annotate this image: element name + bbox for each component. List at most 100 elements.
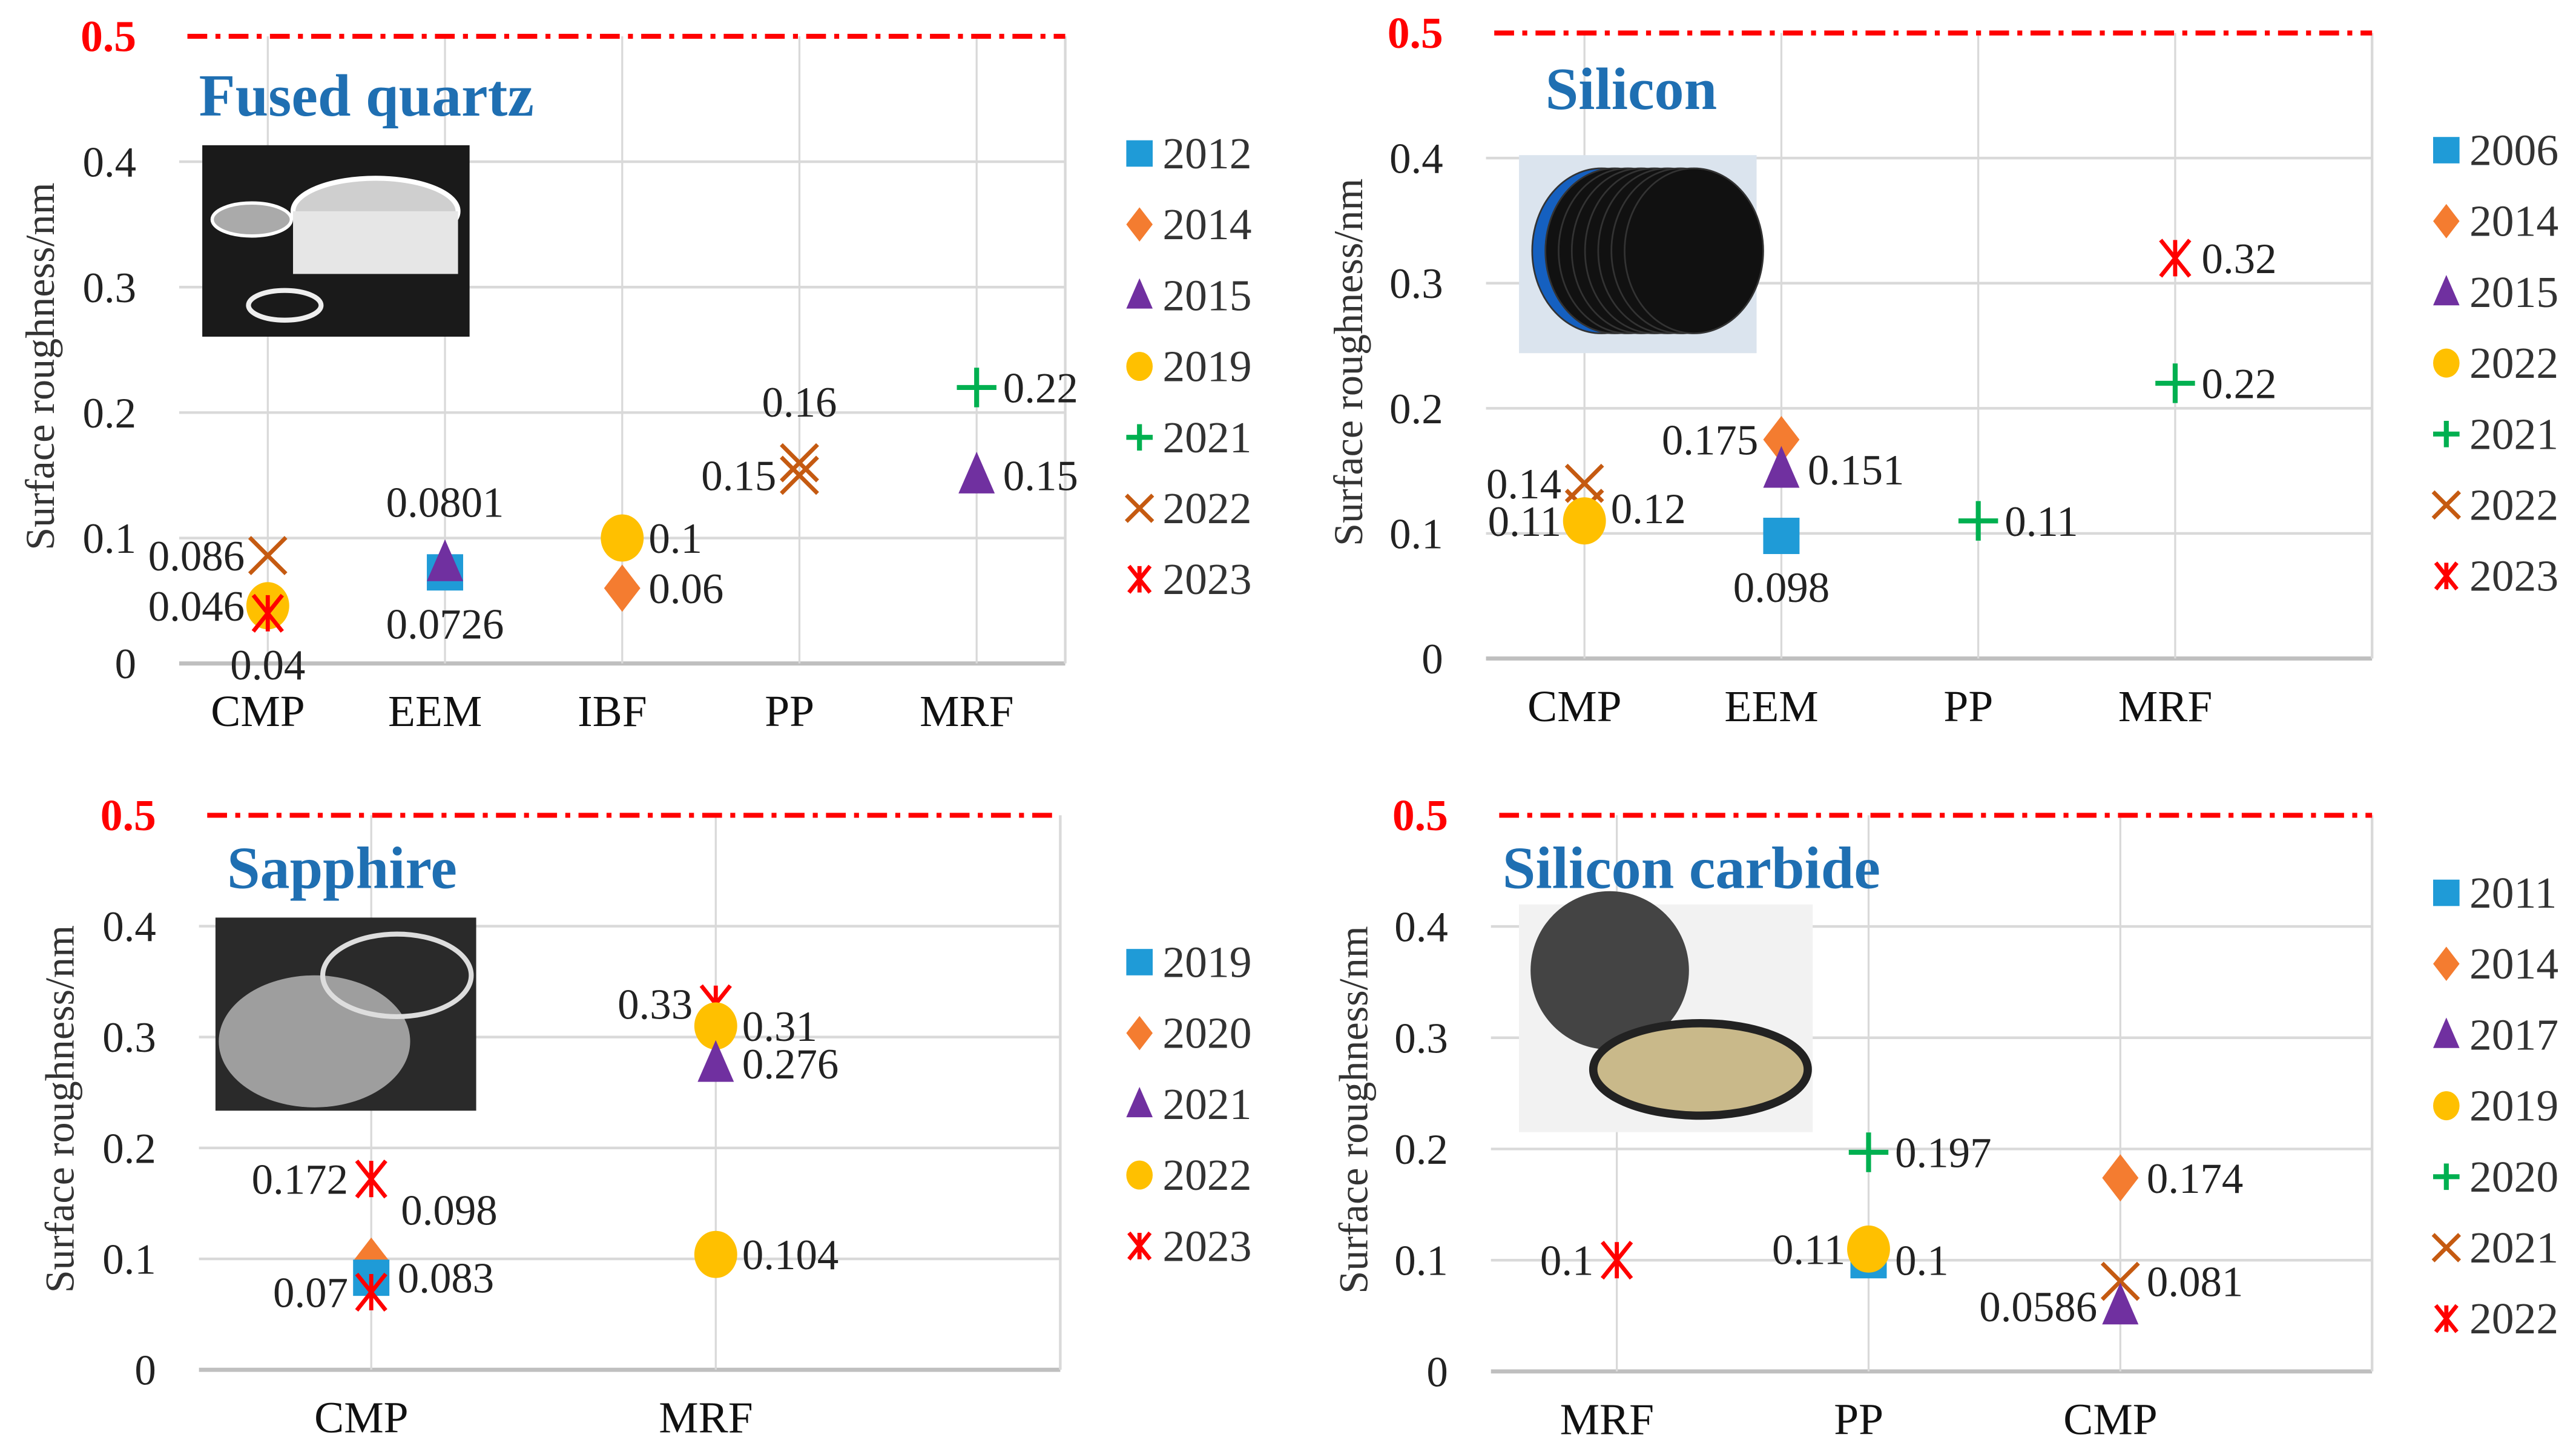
legend-item: 2022 — [2434, 1293, 2558, 1343]
legend-label: 2006 — [2469, 125, 2558, 175]
quartz-ring-icon — [246, 288, 324, 323]
triangle-legend-icon — [2433, 275, 2460, 306]
y-tick-label: 0.3 — [102, 1014, 156, 1061]
data-label: 0.31 — [742, 1003, 817, 1051]
legend-item: 2023 — [1127, 1221, 1252, 1270]
y-tick-label: 0.1 — [1389, 510, 1443, 558]
data-point: 0.11 — [1958, 498, 2078, 546]
y-tick-label: 0.3 — [1389, 260, 1443, 308]
legend-item: 2015 — [1126, 270, 1252, 320]
data-point: 0.06 — [604, 564, 723, 613]
data-label: 0.32 — [2202, 236, 2277, 283]
square-legend-icon — [2433, 137, 2460, 163]
legend-label: 2014 — [2469, 196, 2558, 246]
triangle-legend-icon — [2433, 1017, 2460, 1048]
legend-label: 2015 — [1162, 270, 1251, 320]
y-axis-label: Surface roughness/nm — [1325, 179, 1371, 546]
data-point: 0.07 — [273, 1269, 387, 1316]
legend-item: 2022 — [1124, 483, 1252, 533]
y-tick-label: 0.1 — [83, 515, 137, 563]
plus-marker — [957, 368, 996, 408]
data-label: 0.1 — [1540, 1238, 1594, 1285]
data-label: 0.22 — [2202, 361, 2277, 408]
circle-marker — [601, 514, 644, 562]
plus-marker — [1848, 1132, 1889, 1172]
data-label: 0.12 — [1611, 486, 1686, 533]
triangle-marker — [1763, 446, 1800, 488]
diamond-marker — [2102, 1154, 2139, 1202]
triangle-legend-icon — [1126, 1087, 1153, 1118]
legend-item: 2014 — [2433, 196, 2558, 246]
data-label: 0.197 — [1895, 1130, 1991, 1177]
panel-title: Silicon carbide — [1503, 836, 1880, 901]
legend-item: 2012 — [1126, 128, 1252, 178]
x-legend-icon — [1124, 493, 1155, 523]
legend-item: 2011 — [2433, 868, 2557, 917]
legend-label: 2021 — [1162, 412, 1251, 462]
data-label: 0.16 — [762, 379, 837, 426]
quartz-disc-icon — [210, 201, 294, 238]
y-tick-label: 0 — [134, 1347, 156, 1395]
legend-item: 2021 — [1126, 412, 1252, 462]
triangle-marker — [427, 539, 464, 581]
data-point: 0.22 — [957, 365, 1078, 412]
legend-item: 2019 — [1126, 937, 1252, 987]
asterisk-marker — [1601, 1241, 1633, 1280]
x-tick-label: MRF — [1560, 1394, 1654, 1444]
y-axis-label: Surface roughness/nm — [37, 925, 83, 1293]
data-label: 0.081 — [2147, 1259, 2243, 1306]
legend-item: 2023 — [2434, 551, 2558, 601]
x-marker — [248, 536, 288, 575]
data-label: 0.175 — [1662, 417, 1758, 464]
diamond-legend-icon — [2433, 946, 2460, 982]
data-point: 0.175 — [1662, 415, 1800, 464]
triangle-legend-icon — [1126, 278, 1153, 309]
chart-panel-silicon: 0 0.1 0.2 0.3 0.4 0.5 CMP EEM PP MRF Surface rough… — [1325, 8, 2558, 731]
legend-label: 2022 — [1162, 483, 1251, 533]
y-tick-label: 0.5 — [81, 11, 136, 61]
legend-label: 2019 — [2469, 1081, 2558, 1130]
plus-legend-icon — [2433, 421, 2460, 447]
legend-item: 2022 — [2433, 338, 2558, 388]
square-legend-icon — [2433, 879, 2460, 906]
asterisk-marker — [355, 1272, 387, 1312]
y-tick-label: 0.3 — [1394, 1015, 1448, 1062]
legend-item: 2023 — [1127, 554, 1252, 604]
diamond-legend-icon — [1126, 1015, 1153, 1051]
sic-mirror-back-icon — [1530, 891, 1689, 1050]
x-tick-label: EEM — [1724, 681, 1818, 731]
legend-item: 2021 — [2433, 409, 2558, 458]
asterisk-legend-icon — [1127, 564, 1152, 594]
data-label: 0.15 — [1003, 452, 1078, 500]
legend-label: 2022 — [2469, 1293, 2558, 1343]
y-tick-label: 0.2 — [83, 390, 137, 437]
triangle-marker — [2102, 1282, 2139, 1325]
data-point: 0.15 — [701, 452, 819, 500]
data-point: 0.172 — [252, 1157, 387, 1204]
x-tick-label: IBF — [578, 686, 647, 736]
plus-legend-icon — [2433, 1163, 2460, 1190]
legend-label: 2011 — [2469, 868, 2557, 917]
data-point: 0.276 — [697, 1040, 838, 1088]
data-point: 0.22 — [2155, 361, 2277, 408]
legend-label: 2023 — [1162, 1221, 1251, 1270]
chart-panel-fused-quartz: 0 0.1 0.2 0.3 0.4 0.5 CMP EEM IBF PP MRF Surface ro… — [17, 11, 1252, 736]
x-tick-label: CMP — [2063, 1394, 2157, 1444]
data-label: 0.104 — [742, 1232, 838, 1279]
data-label: 0.174 — [2147, 1155, 2243, 1203]
data-label: 0.11 — [2004, 498, 2078, 546]
data-label: 0.276 — [742, 1041, 838, 1088]
legend-item: 2022 — [1126, 1150, 1252, 1200]
y-tick-label: 0.5 — [1388, 8, 1443, 58]
y-tick-label: 0.5 — [1392, 790, 1448, 840]
y-tick-label: 0.1 — [1394, 1238, 1448, 1285]
x-tick-label: CMP — [314, 1393, 408, 1442]
data-point: 0.0801 — [386, 479, 504, 581]
data-label: 0.15 — [701, 452, 776, 500]
sapphire-disc-icon — [219, 975, 410, 1107]
y-tick-label: 0.2 — [1394, 1126, 1448, 1173]
data-label: 0.22 — [1003, 365, 1078, 412]
legend-label: 2019 — [1162, 342, 1251, 391]
legend-label: 2023 — [1162, 554, 1251, 604]
y-tick-label: 0.3 — [83, 265, 137, 312]
